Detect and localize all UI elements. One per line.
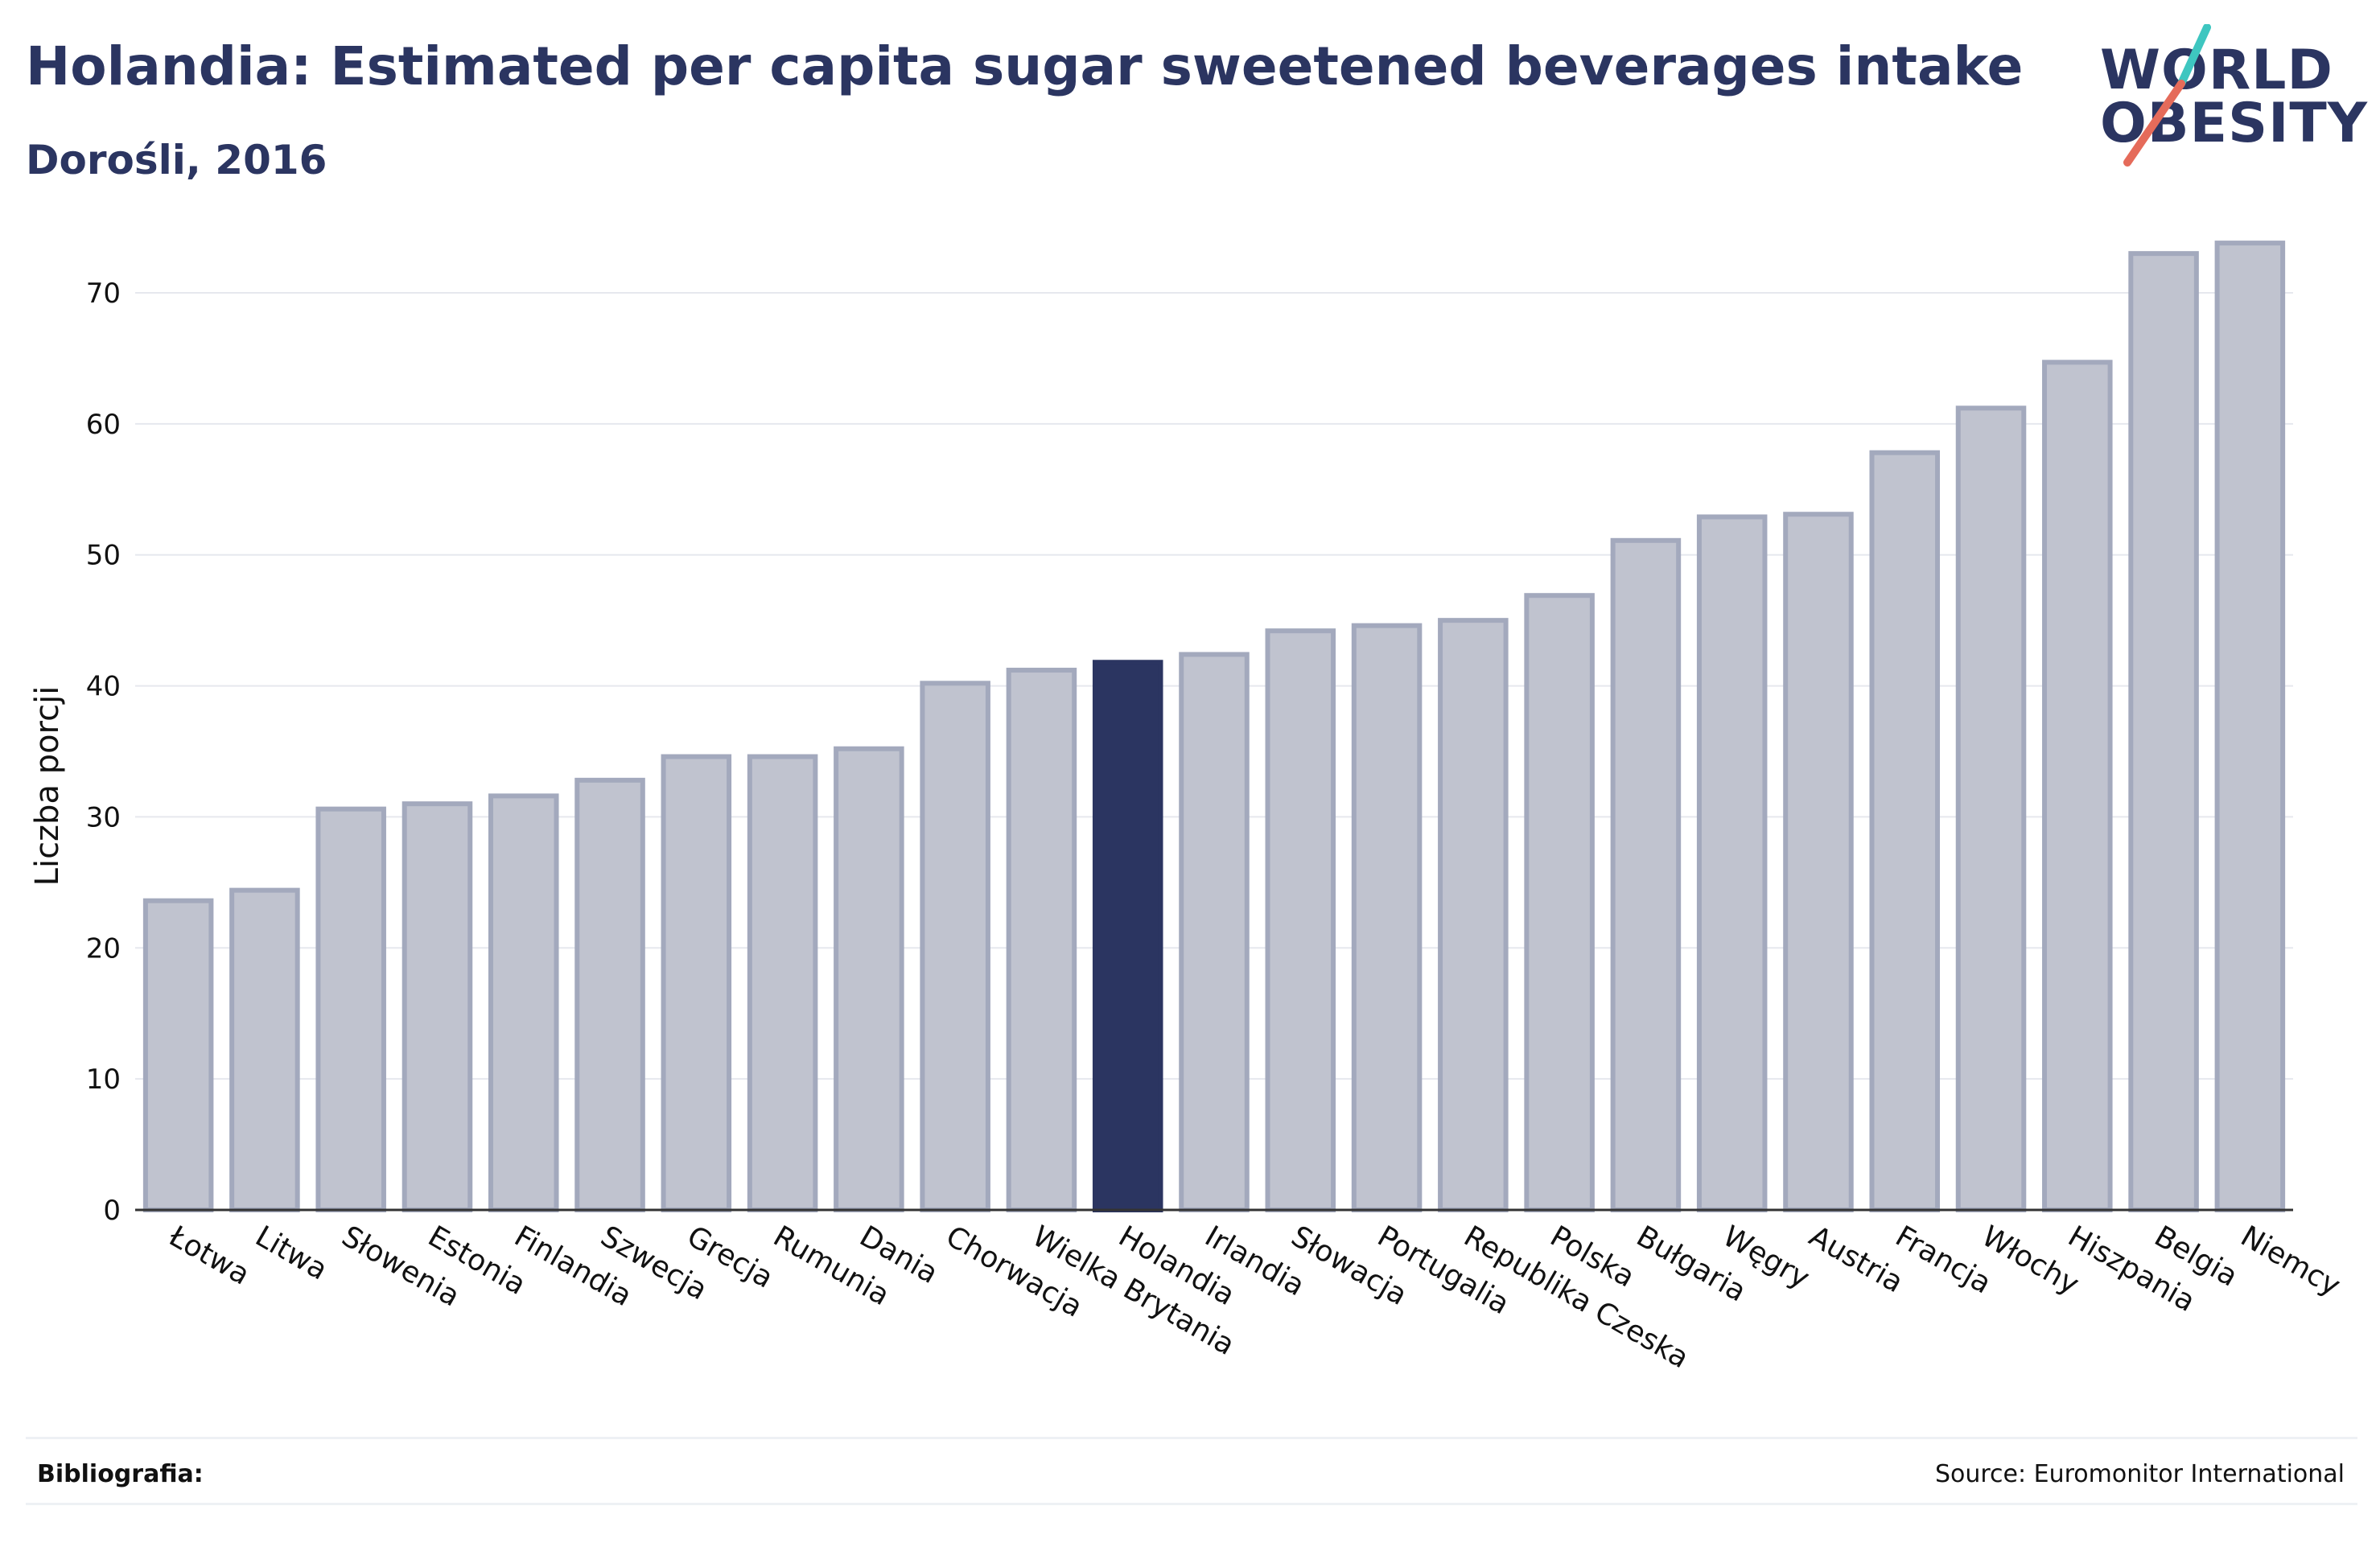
bar-18 [1696, 514, 1768, 1212]
bar-13 [1265, 628, 1336, 1212]
source-note: Source: Euromonitor International [1934, 1460, 2345, 1488]
bar-23 [2128, 251, 2199, 1213]
logo-text-obesity: OBESITY [2100, 92, 2368, 155]
bar-0 [142, 898, 214, 1212]
bar-21 [1955, 405, 2027, 1213]
bar-1 [229, 887, 300, 1212]
x-tick-label-24: Niemcy [2235, 1220, 2346, 1302]
logo-text-world: WORLD [2100, 39, 2333, 102]
bar-19 [1783, 512, 1854, 1212]
bar-7 [747, 754, 818, 1212]
y-tick-label-0: 0 [103, 1195, 121, 1227]
x-tick-label-19: Austria [1803, 1220, 1909, 1299]
bar-3 [401, 801, 473, 1213]
bar-16 [1524, 593, 1595, 1212]
bar-17 [1610, 537, 1682, 1212]
x-tick-label-20: Francja [1890, 1220, 1997, 1300]
bar-2 [315, 806, 386, 1213]
footer-divider-bottom [26, 1503, 2357, 1505]
y-tick-label-60: 60 [86, 409, 121, 441]
y-tick-label-20: 20 [86, 932, 121, 965]
y-tick-label-40: 40 [86, 671, 121, 703]
bar-15 [1438, 618, 1509, 1212]
x-tick-label-21: Włochy [1976, 1220, 2085, 1301]
y-tick-label-70: 70 [86, 278, 121, 310]
bar-12 [1179, 652, 1250, 1212]
logo-slash-icon [2123, 24, 2211, 167]
bar-9 [920, 681, 990, 1212]
y-tick-label-50: 50 [86, 540, 121, 572]
chart-title: Holandia: Estimated per capita sugar swe… [26, 35, 2024, 97]
bar-10 [1006, 668, 1077, 1212]
bar-5 [574, 777, 645, 1212]
bar-8 [834, 746, 904, 1212]
y-axis-label: Liczba porcji [29, 686, 66, 887]
bar-20 [1869, 450, 1941, 1212]
x-tick-label-1: Litwa [249, 1220, 332, 1286]
footer-divider-top [26, 1437, 2357, 1439]
bar-22 [2042, 360, 2113, 1212]
y-tick-label-30: 30 [86, 801, 121, 833]
bar-14 [1351, 623, 1423, 1212]
x-tick-label-0: Łotwa [163, 1220, 255, 1292]
world-obesity-logo: WORLD OBESITY [2100, 24, 2368, 169]
chart-subtitle: Dorośli, 2016 [26, 137, 327, 183]
bar-24 [2214, 241, 2286, 1213]
bar-11 [1092, 660, 1163, 1212]
bar-4 [488, 793, 559, 1212]
bar-6 [661, 754, 732, 1212]
bibliography-label: Bibliografia: [37, 1460, 204, 1488]
y-tick-label-10: 10 [86, 1064, 121, 1096]
